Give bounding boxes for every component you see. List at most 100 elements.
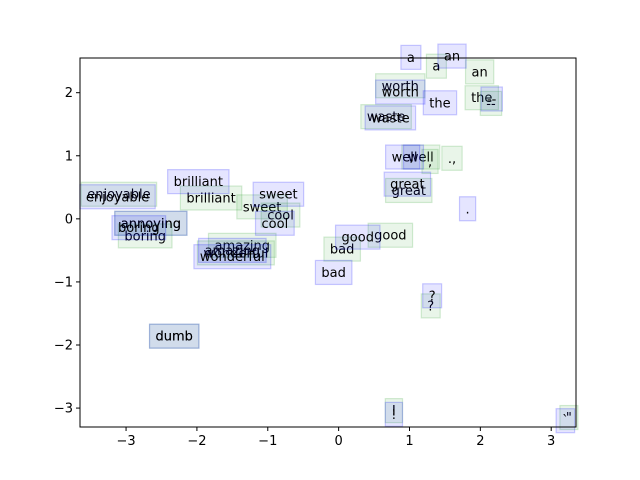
data-point: ` [555, 408, 576, 434]
point-label: brilliant [186, 192, 235, 207]
data-point: amazing [207, 232, 277, 258]
point-box [80, 181, 158, 207]
y-tick-label: −2 [54, 339, 73, 354]
point-box [464, 59, 495, 85]
point-box [252, 181, 305, 207]
point-box [196, 240, 275, 266]
point-label: " [566, 411, 572, 426]
data-point: cool [254, 210, 295, 236]
x-tick-label: −3 [116, 434, 135, 449]
point-label: worth [382, 79, 419, 94]
point-label: boring [118, 221, 160, 236]
y-tick-label: 1 [65, 149, 73, 164]
data-point: . [458, 196, 477, 222]
point-label: bad [321, 266, 345, 281]
data-point: ! [384, 398, 404, 424]
point-box [384, 398, 404, 424]
point-box [360, 104, 412, 130]
point-label: sweet [259, 188, 298, 203]
data-point: ! [384, 401, 404, 427]
point-label: amazing [205, 244, 261, 259]
point-box [111, 215, 167, 241]
point-box [422, 283, 443, 309]
point-box [384, 144, 425, 170]
point-box [179, 185, 243, 211]
point-box [420, 293, 441, 319]
y-tick-label: −3 [54, 402, 73, 417]
data-point: annoying [114, 210, 188, 236]
point-box [384, 401, 404, 427]
point-box [375, 73, 426, 99]
data-point: an [464, 59, 495, 85]
point-box [314, 259, 353, 286]
point-label: wonderful [200, 250, 265, 265]
data-point: -- [480, 86, 503, 112]
data-point: sweet [252, 181, 305, 207]
point-box [400, 44, 422, 70]
data-point: well [401, 144, 441, 170]
point-label: enjoyable [86, 190, 149, 205]
point-label: . [466, 202, 470, 217]
point-box [117, 223, 173, 249]
point-label: sweet [243, 200, 282, 215]
point-box [375, 79, 426, 105]
data-point: bad [314, 259, 353, 286]
data-point: good [334, 224, 381, 250]
data-point: dumb [148, 323, 200, 349]
point-box [260, 202, 301, 228]
x-tick-label: −2 [187, 434, 206, 449]
point-box [148, 323, 200, 349]
point-label: ` [562, 414, 569, 429]
point-box [383, 171, 432, 197]
point-label: ! [391, 408, 396, 423]
point-box [402, 144, 421, 170]
x-tick-label: 1 [405, 434, 413, 449]
point-box [207, 232, 277, 258]
point-box [114, 210, 188, 236]
point-box [323, 236, 362, 262]
point-box [334, 224, 381, 250]
point-box [193, 244, 272, 270]
point-box [384, 177, 433, 204]
data-point: an [437, 43, 467, 69]
data-point: ? [422, 283, 443, 309]
point-box [559, 404, 579, 431]
point-box [422, 90, 458, 116]
point-label: -- [487, 93, 497, 108]
point-box [254, 210, 295, 236]
point-label: well [408, 151, 434, 166]
point-box [236, 194, 288, 220]
point-box [421, 148, 439, 175]
data-point: ., [441, 145, 463, 171]
point-box [148, 323, 200, 349]
data-point: waste [364, 105, 417, 131]
point-box [364, 105, 417, 131]
data-point: waste [360, 104, 412, 130]
point-label: great [392, 184, 426, 199]
data-point: worth [375, 79, 426, 105]
point-label: bad [330, 243, 354, 258]
point-box [401, 144, 441, 170]
data-point: the [422, 90, 458, 116]
data-point: wonderful [193, 244, 272, 270]
point-label: an [444, 50, 460, 65]
point-label: boring [124, 229, 166, 244]
data-point: great [384, 177, 433, 204]
point-label: a [432, 60, 440, 75]
data-point: a [425, 53, 447, 79]
data-point: cool [260, 202, 301, 228]
data-point: sweet [236, 194, 288, 220]
point-box [437, 43, 467, 69]
point-label: ? [427, 299, 434, 314]
data-point: , [402, 144, 421, 170]
data-point: dumb [148, 323, 200, 349]
point-label: -- [486, 97, 496, 112]
point-label: amazing [214, 239, 270, 254]
point-label: good [342, 231, 374, 246]
data-point: enjoyable [80, 181, 158, 207]
point-label: wonderful [203, 246, 268, 261]
